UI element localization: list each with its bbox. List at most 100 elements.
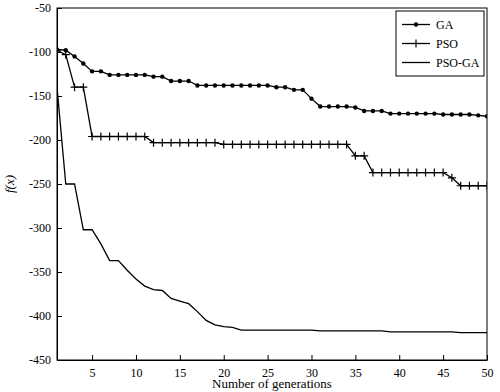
marker (248, 83, 252, 87)
marker (450, 112, 454, 116)
marker (281, 140, 289, 148)
marker (150, 139, 158, 147)
axis-line (58, 360, 488, 361)
marker (378, 169, 386, 177)
marker (57, 46, 61, 54)
tick: -450 (29, 353, 62, 367)
marker (334, 140, 342, 148)
marker (255, 140, 263, 148)
marker (222, 83, 226, 87)
marker (125, 73, 129, 77)
tick-label: -250 (29, 177, 51, 191)
marker (465, 182, 473, 190)
tick-label: 35 (350, 366, 362, 380)
marker (483, 182, 487, 190)
tick-mark (57, 360, 62, 361)
series-line (57, 87, 487, 333)
marker (325, 140, 333, 148)
tick-label: 45 (438, 366, 450, 380)
marker (458, 112, 462, 116)
legend-item: PSO-GA (402, 56, 480, 70)
marker (185, 139, 193, 147)
marker (107, 73, 111, 77)
marker (90, 69, 94, 73)
marker (327, 104, 331, 108)
marker (353, 105, 357, 109)
marker (97, 132, 105, 140)
marker (71, 83, 79, 91)
marker (360, 152, 368, 160)
chart-container: 5101520253035404550-450-400-350-300-250-… (0, 0, 500, 392)
legend-label: PSO-GA (436, 56, 480, 70)
marker (336, 104, 340, 108)
marker (265, 83, 269, 87)
legend-marker (414, 22, 418, 26)
tick-mark (487, 355, 488, 360)
tick-label: -150 (29, 89, 51, 103)
tick: -300 (29, 221, 62, 235)
marker (158, 139, 166, 147)
marker (169, 79, 173, 83)
marker (292, 88, 296, 92)
legend-label: PSO (436, 37, 458, 51)
marker (167, 139, 175, 147)
marker (423, 111, 427, 115)
marker (211, 139, 219, 147)
marker (386, 169, 394, 177)
marker (62, 51, 70, 59)
marker (397, 111, 401, 115)
marker (264, 140, 272, 148)
marker (448, 174, 456, 182)
marker (229, 140, 237, 148)
marker (106, 132, 114, 140)
tick-label: -100 (29, 45, 51, 59)
tick-label: -450 (29, 353, 51, 367)
marker (230, 83, 234, 87)
marker (160, 74, 164, 78)
tick-mark (268, 355, 269, 360)
marker (316, 140, 324, 148)
marker (141, 132, 149, 140)
marker (134, 73, 138, 77)
marker (395, 169, 403, 177)
legend-item: PSO (402, 37, 458, 51)
tick-mark (136, 355, 137, 360)
y-axis-title: f(x) (2, 175, 17, 193)
marker (143, 73, 147, 77)
tick: -400 (29, 309, 62, 323)
marker (351, 152, 359, 160)
marker (307, 140, 315, 148)
marker (116, 73, 120, 77)
marker (476, 113, 480, 117)
marker (301, 88, 305, 92)
y-axis: -450 -400 -350 -300 -250 -200 -150 -100 -50 (29, 1, 62, 367)
tick-mark (57, 272, 62, 273)
marker (371, 109, 375, 113)
tick: -100 (29, 45, 62, 59)
marker (186, 79, 190, 83)
marker (246, 140, 254, 148)
marker (237, 140, 245, 148)
tick: 5 (90, 355, 96, 380)
tick-label: -300 (29, 221, 51, 235)
tick: -200 (29, 133, 62, 147)
tick-mark (57, 8, 62, 9)
marker (369, 169, 377, 177)
tick-mark (57, 184, 62, 185)
legend-label: GA (436, 18, 454, 32)
tick: -350 (29, 265, 62, 279)
marker (123, 132, 131, 140)
tick-mark (355, 355, 356, 360)
tick-label: 10 (130, 366, 142, 380)
tick-mark (92, 355, 93, 360)
marker (299, 140, 307, 148)
tick: -50 (35, 1, 62, 15)
chart-svg: 5101520253035404550-450-400-350-300-250-… (0, 0, 500, 392)
marker (193, 139, 201, 147)
marker (178, 79, 182, 83)
marker (99, 69, 103, 73)
tick-mark (311, 355, 312, 360)
tick-mark (180, 355, 181, 360)
marker (204, 83, 208, 87)
marker (132, 132, 140, 140)
